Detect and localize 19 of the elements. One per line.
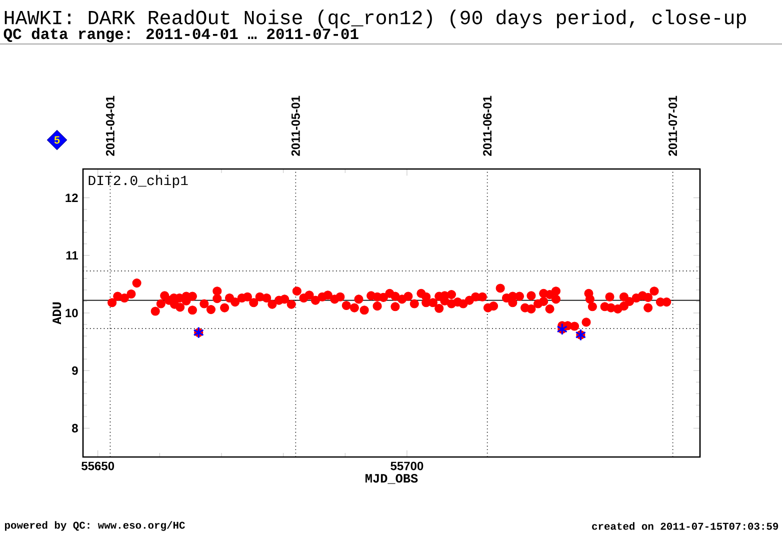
y-tick-label: 9: [72, 366, 78, 375]
x2-tick-label: 2011-06-01: [483, 96, 492, 156]
annotation: DIT2.0_chip1: [88, 174, 188, 188]
x-axis-title: MJD_OBS: [366, 474, 418, 484]
y-tick-label: 10: [66, 308, 78, 318]
x2-tick-label: 2011-05-01: [291, 96, 300, 156]
x-tick-label: 55650: [82, 462, 114, 470]
text: powered by QC: www.eso.org/HC: [4, 521, 185, 531]
y-axis-title: ADU: [52, 302, 62, 324]
y-tick-label: 8: [72, 424, 78, 432]
text: created on 2011-07-15T07:03:59: [592, 522, 778, 530]
chart-subtitle: QC data range: 2011-04-01 … 2011-07-01: [4, 28, 358, 42]
x2-tick-label: 2011-04-01: [106, 96, 114, 156]
x-tick-label: 55700: [390, 462, 424, 470]
x2-tick-label: 2011-07-01: [668, 96, 678, 156]
y-tick-label: 11: [66, 251, 78, 260]
y-tick-label: 12: [66, 194, 78, 202]
chart-title: HAWKI: DARK ReadOut Noise (qc_ron12) (90 days period, close-up: [4, 10, 746, 28]
text: 5: [54, 136, 60, 144]
